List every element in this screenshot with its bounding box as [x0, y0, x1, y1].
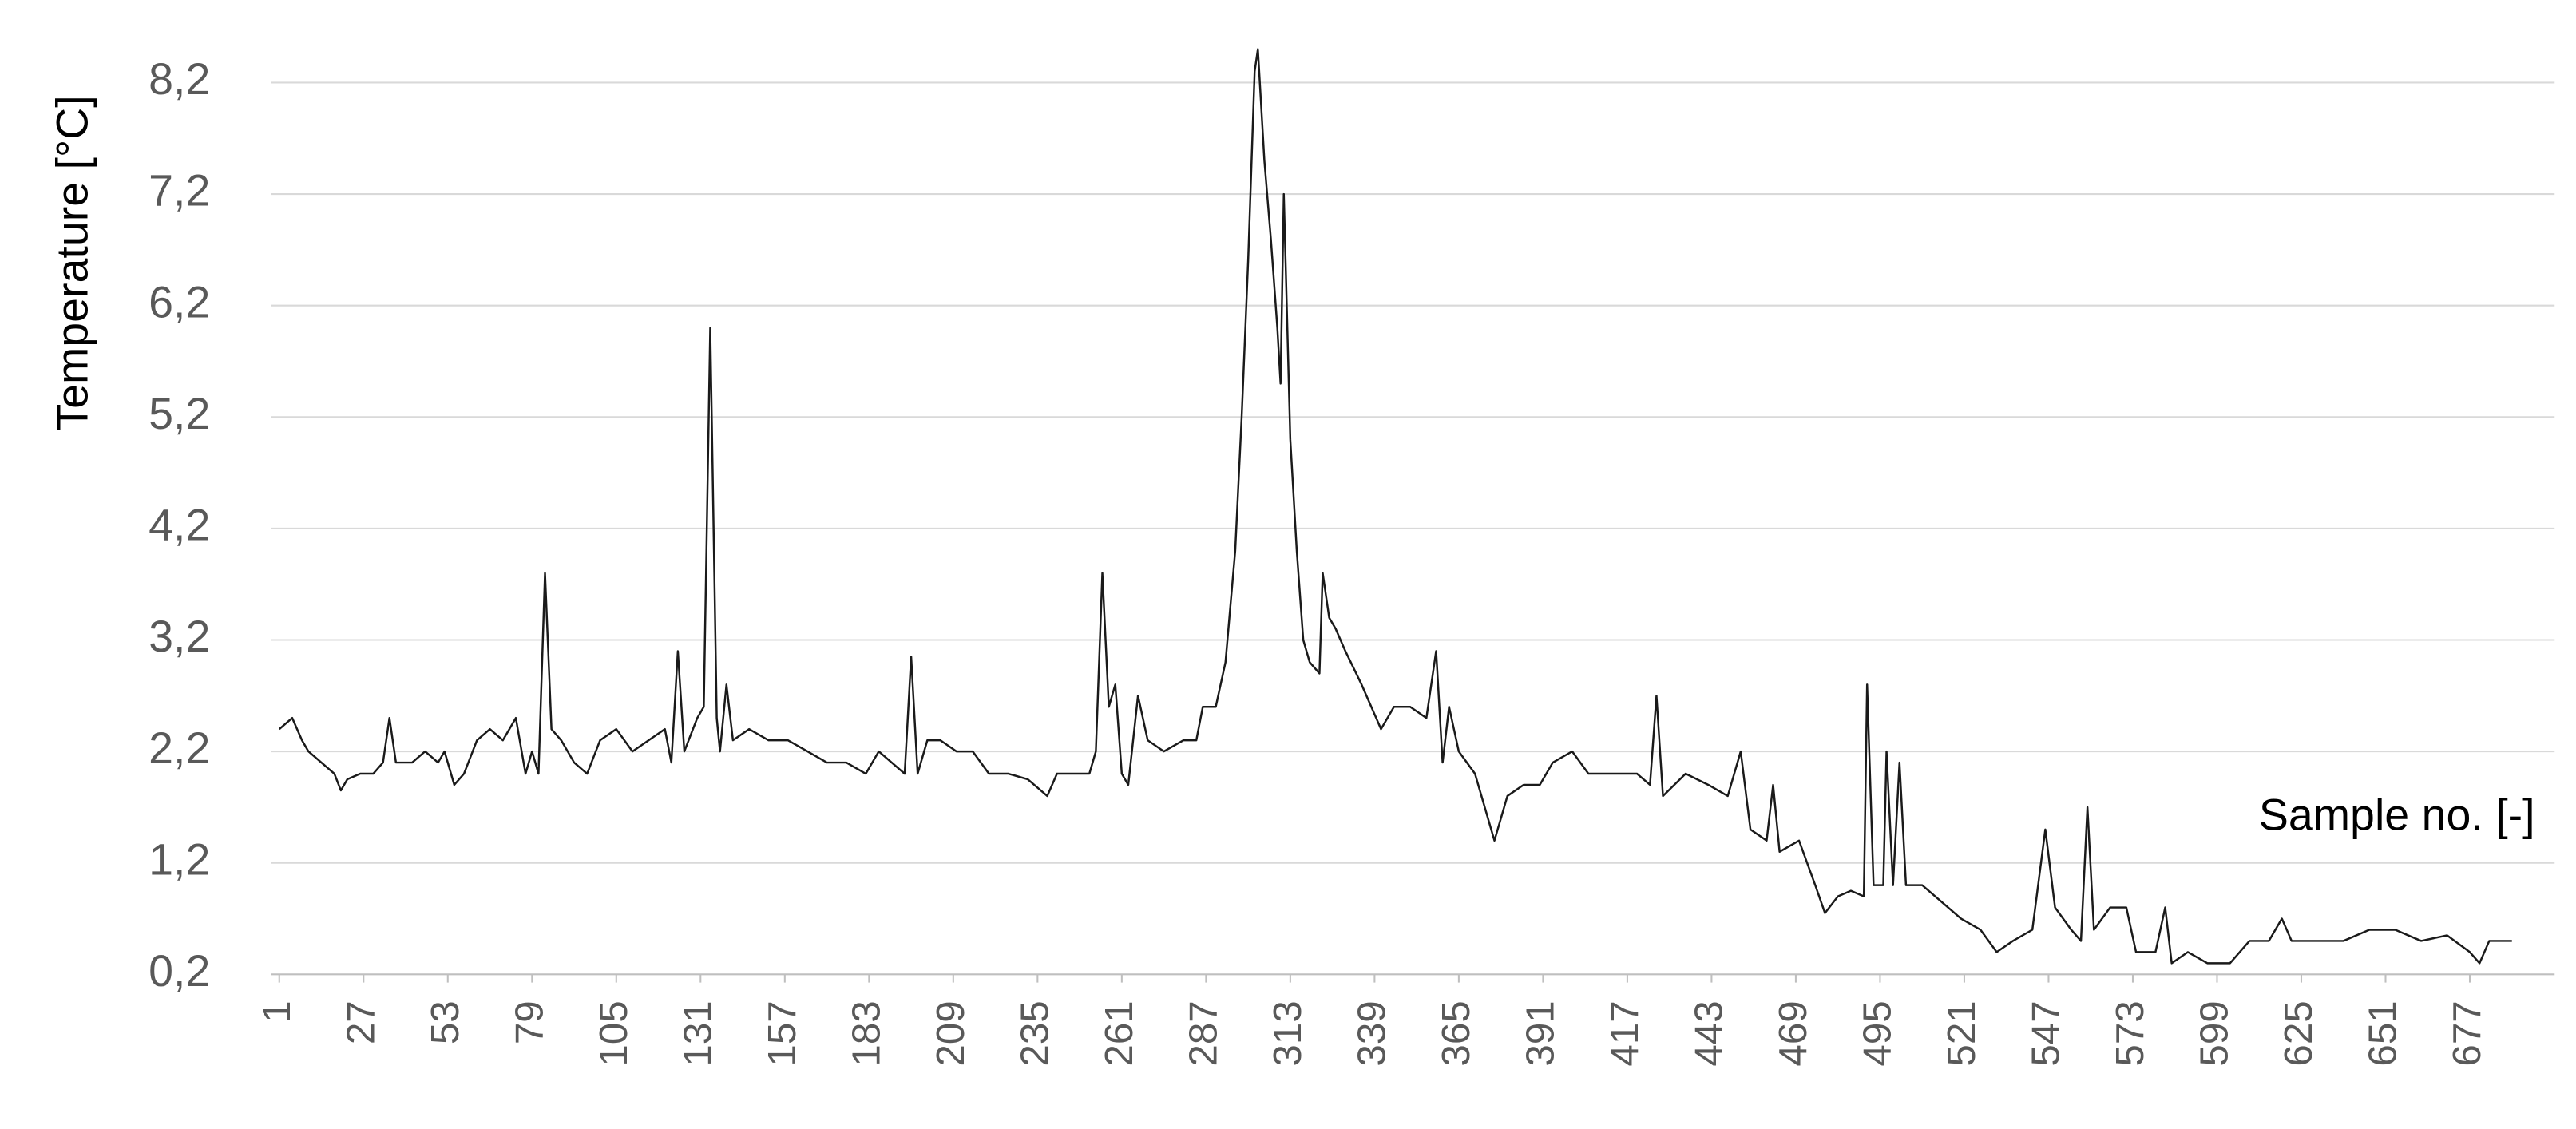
x-tick-label: 1	[255, 1000, 299, 1022]
x-tick-label: 417	[1603, 1000, 1647, 1066]
x-tick-label: 521	[1940, 1000, 1984, 1066]
x-tick-label: 235	[1013, 1000, 1056, 1066]
x-tick-label: 495	[1855, 1000, 1899, 1066]
x-tick-label: 287	[1181, 1000, 1225, 1066]
line-series	[278, 48, 2512, 965]
x-tick-label: 313	[1266, 1000, 1310, 1066]
y-tick-label: 7,2	[149, 166, 210, 216]
x-tick-label: 209	[929, 1000, 973, 1066]
y-tick-label: 5,2	[149, 389, 210, 438]
x-tick-label: 443	[1686, 1000, 1730, 1066]
y-tick-label: 2,2	[149, 723, 210, 773]
y-tick-label: 8,2	[149, 54, 210, 104]
x-axis-label: Sample no. [-]	[2259, 790, 2535, 840]
x-tick-label: 547	[2024, 1000, 2068, 1066]
y-tick-label: 0,2	[149, 946, 210, 996]
x-tick-label: 53	[423, 1000, 467, 1044]
x-tick-label: 573	[2108, 1000, 2152, 1066]
x-tick-label: 339	[1349, 1000, 1393, 1066]
x-tick-label: 599	[2193, 1000, 2237, 1066]
x-tick-label: 625	[2277, 1000, 2320, 1066]
x-tick-label: 365	[1434, 1000, 1478, 1066]
y-tick-label: 1,2	[149, 834, 210, 884]
x-tick-label: 27	[339, 1000, 382, 1044]
x-tick-label: 157	[760, 1000, 804, 1066]
x-tick-label: 79	[507, 1000, 551, 1044]
y-tick-label: 4,2	[149, 501, 210, 550]
x-tick-label: 391	[1518, 1000, 1562, 1066]
x-tick-label: 469	[1771, 1000, 1815, 1066]
x-tick-label: 651	[2361, 1000, 2405, 1066]
x-tick-label: 677	[2445, 1000, 2489, 1066]
y-axis-label: Temperature [°C]	[47, 95, 97, 430]
y-tick-label: 3,2	[149, 612, 210, 661]
x-tick-label: 261	[1097, 1000, 1141, 1066]
x-tick-label: 105	[592, 1000, 636, 1066]
y-tick-label: 6,2	[149, 277, 210, 327]
x-tick-label: 131	[676, 1000, 719, 1066]
x-tick-label: 183	[844, 1000, 888, 1066]
